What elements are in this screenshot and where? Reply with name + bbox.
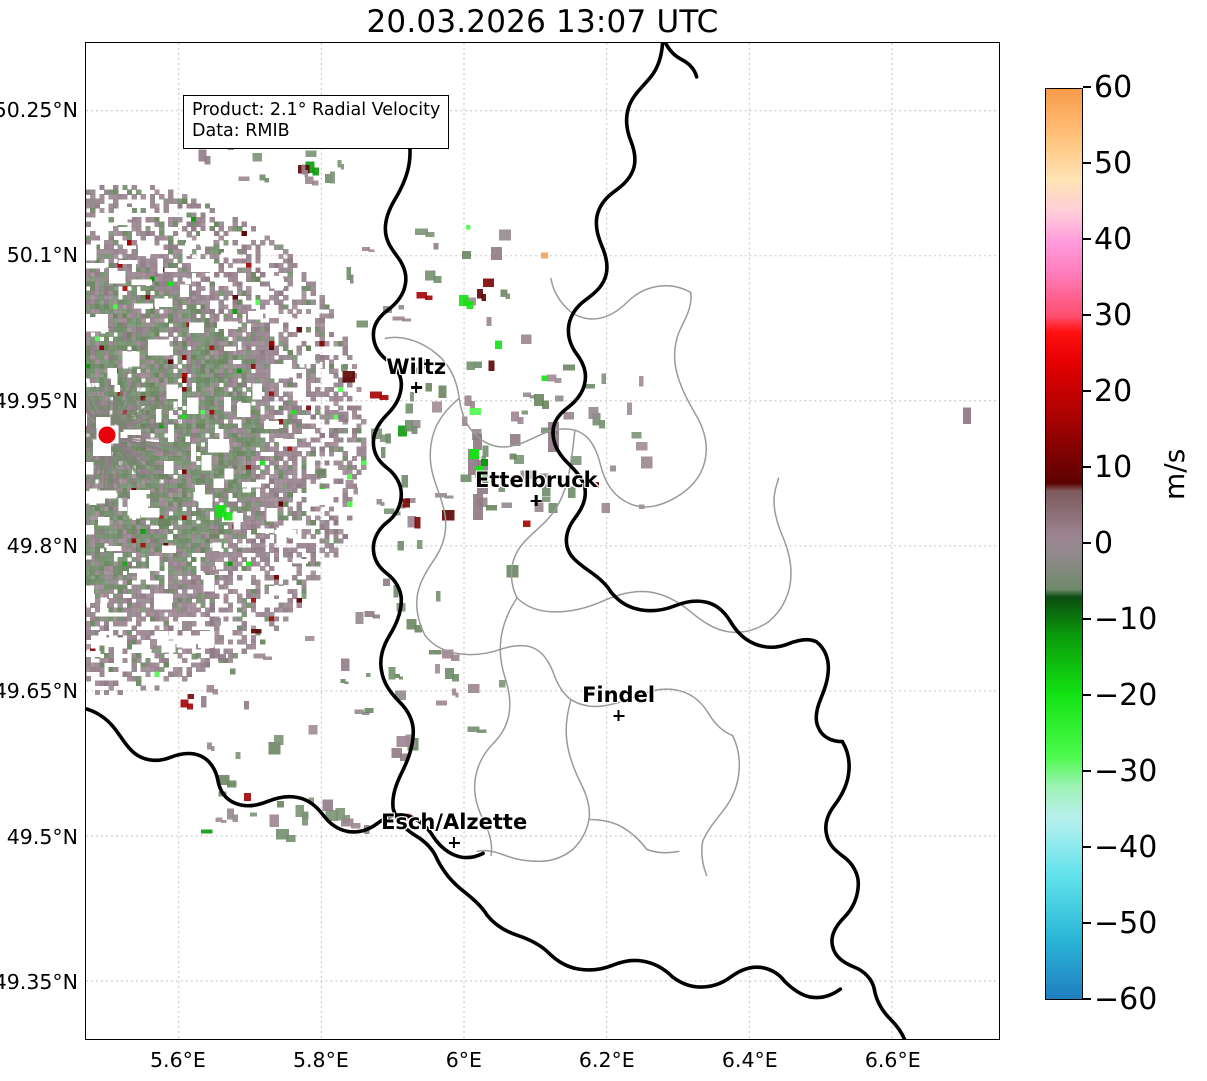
tick-mark [1083,390,1091,392]
colorbar-tick: 20 [1083,377,1132,407]
longitude-axis: 5.6°E 5.8°E 6°E 6.2°E 6.4°E 6.6°E [85,1048,1000,1078]
colorbar[interactable] [1045,88,1083,1000]
colorbar-tick-label: −10 [1094,602,1158,637]
colorbar-tick: 40 [1083,225,1132,255]
colorbar-tick: 10 [1083,453,1132,483]
longitude-tick-label: 6.2°E [578,1048,635,1072]
info-product-line: Product: 2.1° Radial Velocity [192,100,441,120]
longitude-tick-label: 6°E [445,1048,482,1072]
colorbar-tick-label: 60 [1094,70,1133,105]
longitude-tick-label: 6.6°E [864,1048,921,1072]
colorbar-tick: 60 [1083,73,1132,103]
latitude-tick-label: 49.65°N [0,679,78,704]
colorbar-tick-label: −40 [1094,830,1158,865]
latitude-tick-label: 50.1°N [6,243,78,268]
colorbar-tick: −10 [1083,605,1157,635]
colorbar-tick-label: 10 [1094,450,1133,485]
latitude-tick-label: 49.35°N [0,969,78,994]
page-title: 20.03.2026 13:07 UTC [366,4,719,40]
latitude-axis: 50.25°N 50.1°N 49.95°N 49.8°N 49.65°N 49.5°N 4… [0,42,78,1040]
colorbar-tick: 0 [1083,529,1113,559]
tick-mark [1083,618,1091,620]
latitude-tick-label: 49.95°N [0,388,78,413]
tick-mark [1083,770,1091,772]
colorbar-tick: −60 [1083,985,1157,1015]
tick-mark [1083,998,1091,1000]
colorbar-tick-label: 50 [1094,146,1133,181]
longitude-tick-label: 6.4°E [721,1048,778,1072]
longitude-tick-label: 5.6°E [150,1048,206,1072]
tick-mark [1083,238,1091,240]
tick-mark [1083,86,1091,88]
map-graphics [86,43,999,1039]
info-data-line: Data: RMIB [192,121,290,142]
colorbar-tick-label: 20 [1094,374,1133,409]
latitude-tick-label: 50.25°N [0,97,78,122]
colorbar-tick: −40 [1083,833,1157,863]
colorbar-tick-labels: 60 50 40 30 20 10 0 −10 −20 −30 −40 −50 −60 [1083,73,1173,1015]
latitude-tick-label: 49.5°N [6,824,78,849]
colorbar-tick-label: −30 [1094,754,1158,789]
radar-site-marker [98,426,116,444]
colorbar-tick: −30 [1083,757,1157,787]
colorbar-tick: −20 [1083,681,1157,711]
colorbar-gradient [1046,89,1082,999]
longitude-tick-label: 5.8°E [292,1048,349,1072]
colorbar-tick: 50 [1083,149,1132,179]
tick-mark [1083,694,1091,696]
tick-mark [1083,162,1091,164]
product-info-box: Product: 2.1° Radial Velocity Data: RMIB [183,95,450,149]
tick-mark [1083,846,1091,848]
colorbar-tick-label: −20 [1094,678,1158,713]
colorbar-tick-label: 30 [1094,298,1133,333]
colorbar-tick-label: 0 [1094,526,1114,561]
tick-mark [1083,542,1091,544]
colorbar-tick: −50 [1083,909,1157,939]
tick-mark [1083,922,1091,924]
colorbar-tick-label: 40 [1094,222,1133,257]
latitude-tick-label: 49.8°N [6,533,78,558]
colorbar-tick-label: −50 [1094,906,1158,941]
map-plot-area[interactable]: Wiltz Ettelbruck Findel Esch/Alzette Produc… [85,42,1000,1040]
tick-mark [1083,466,1091,468]
tick-mark [1083,314,1091,316]
colorbar-unit-label: m/s [1158,448,1191,500]
colorbar-tick-label: −60 [1094,982,1158,1017]
colorbar-tick: 30 [1083,301,1132,331]
